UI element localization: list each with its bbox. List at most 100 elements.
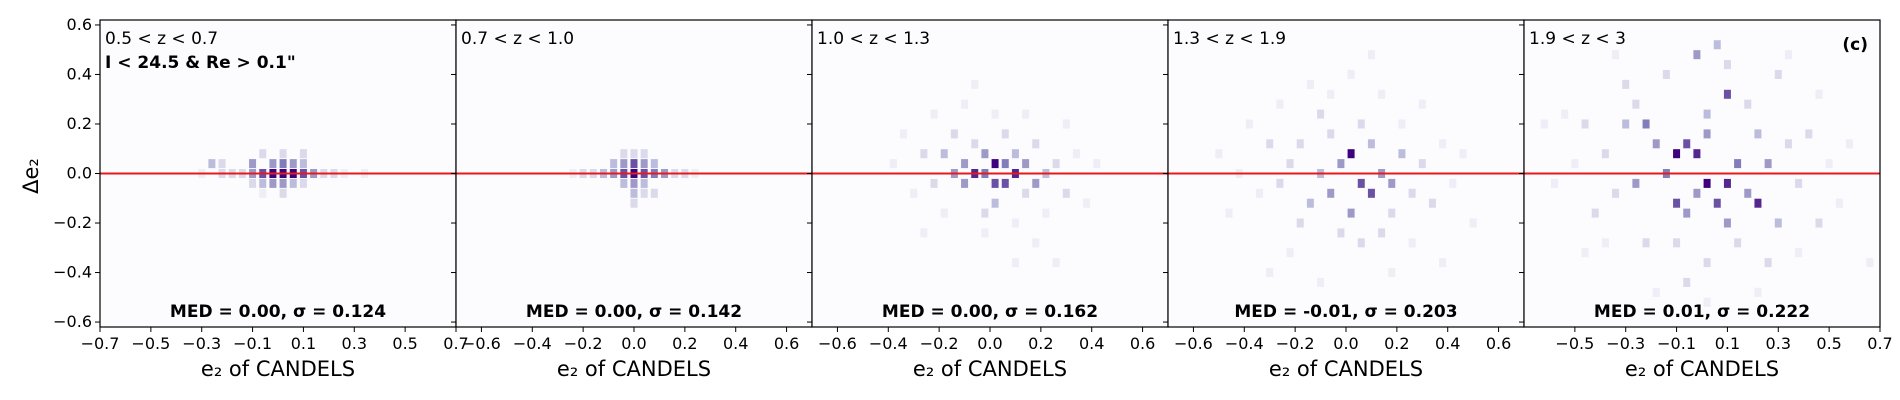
heatmap-cell <box>1266 268 1274 278</box>
heatmap-cell <box>620 159 628 169</box>
heatmap-cell <box>1225 208 1233 218</box>
y-tick-label: 0.4 <box>67 64 92 83</box>
panel-5: −0.5 −0.3 −0.1 0.1 0.3 0.5 0.7 1.9 < z < 3 (c) ME… <box>1519 19 1893 381</box>
heatmap-cell <box>1601 149 1609 159</box>
panel-1: −0.7 −0.5 −0.3 −0.1 0.1 0.3 0.5 0.7 −0.6 −0.4 −0.2… <box>53 15 469 381</box>
heatmap-cell <box>1703 129 1711 139</box>
heatmap-cell <box>930 109 938 119</box>
heatmap-cell <box>1367 139 1375 149</box>
heatmap-cell <box>1408 188 1416 198</box>
heatmap-cell <box>650 159 658 169</box>
x-tick-label: −0.3 <box>1606 334 1645 353</box>
heatmap-cell <box>910 188 918 198</box>
heatmap-cell <box>1551 178 1559 188</box>
heatmap-cell <box>1306 79 1314 89</box>
heatmap-cell <box>640 149 648 159</box>
y-axis-label: Δe₂ <box>19 158 43 194</box>
heatmap-cell <box>640 188 648 198</box>
heatmap-cell <box>1357 119 1365 129</box>
heatmap-cell <box>1276 99 1284 109</box>
heatmap-cell <box>1418 159 1426 169</box>
x-tick-label: 0.3 <box>1766 334 1791 353</box>
heatmap-cell <box>1378 228 1386 238</box>
heatmap-cell <box>1703 109 1711 119</box>
heatmap-cell <box>630 159 638 169</box>
heatmap-cell <box>991 178 999 188</box>
heatmap-cell <box>1683 139 1691 149</box>
heatmap-cell <box>1652 139 1660 149</box>
heatmap-cell <box>259 178 267 188</box>
heatmap-cell <box>1011 149 1019 159</box>
heatmap-cell <box>1713 198 1721 208</box>
x-tick-label: 0.0 <box>977 334 1002 353</box>
heatmap-cell <box>630 149 638 159</box>
heatmap-cell <box>1428 198 1436 208</box>
heatmap-cell <box>1805 129 1813 139</box>
x-tick-label: 0.6 <box>1486 334 1511 353</box>
heatmap-cell <box>299 159 307 169</box>
heatmap-cell <box>1398 119 1406 129</box>
x-tick-label: −0.1 <box>1657 334 1696 353</box>
heatmap-cell <box>1459 149 1467 159</box>
heatmap-cell <box>249 159 257 169</box>
heatmap-cell <box>1439 258 1447 268</box>
heatmap-cell <box>269 178 277 188</box>
heatmap-cell <box>1347 69 1355 79</box>
heatmap-cell <box>1439 139 1447 149</box>
heatmap-cell <box>1815 89 1823 99</box>
x-axis-label: e₂ of CANDELS <box>557 357 711 381</box>
heatmap-cell <box>1581 248 1589 258</box>
heatmap-cell <box>1795 178 1803 188</box>
heatmap-cell <box>1673 198 1681 208</box>
heatmap-cell <box>1022 109 1030 119</box>
heatmap-cell <box>1449 178 1457 188</box>
heatmap-cell <box>1032 178 1040 188</box>
heatmap-cell <box>1266 139 1274 149</box>
heatmap-cell <box>1327 89 1335 99</box>
heatmap-cell <box>1022 159 1030 169</box>
heatmap-cell <box>981 228 989 238</box>
heatmap-cell <box>1001 159 1009 169</box>
heatmap-cell <box>1001 178 1009 188</box>
redshift-bin-label: 1.3 < z < 1.9 <box>1173 29 1286 49</box>
heatmap-cell <box>1388 268 1396 278</box>
heatmap-cell <box>620 178 628 188</box>
heatmap-cell <box>1469 218 1477 228</box>
heatmap-cell <box>1754 198 1762 208</box>
x-tick-label: 0.6 <box>1130 334 1155 353</box>
heatmap-cell <box>1744 188 1752 198</box>
heatmap-cell <box>991 198 999 208</box>
heatmap-cell <box>1764 258 1772 268</box>
x-tick-label: 0.1 <box>1715 334 1740 353</box>
heatmap-cell <box>981 208 989 218</box>
heatmap-cell <box>1296 40 1304 50</box>
heatmap-cell <box>1540 119 1548 129</box>
heatmap-cell <box>1001 129 1009 139</box>
x-tick-label: 0.0 <box>1333 334 1358 353</box>
heatmap-cell <box>218 159 226 169</box>
heatmap-cell <box>1693 50 1701 60</box>
heatmap-cell <box>650 188 658 198</box>
heatmap-cell <box>299 178 307 188</box>
redshift-bin-label: 1.0 < z < 1.3 <box>817 29 930 49</box>
heatmap-cell <box>289 159 297 169</box>
heatmap-cell <box>1866 258 1874 268</box>
heatmap-cell <box>279 149 287 159</box>
selection-criteria-label: I < 24.5 & Re > 0.1" <box>105 53 296 73</box>
heatmap-cell <box>1632 99 1640 109</box>
heatmap-cell <box>1317 277 1325 287</box>
heatmap-cell <box>940 149 948 159</box>
heatmap-cell <box>1795 248 1803 258</box>
heatmap-cell <box>620 149 628 159</box>
y-tick-label: 0.2 <box>67 114 92 133</box>
heatmap-cell <box>1367 188 1375 198</box>
heatmap-cell <box>1327 129 1335 139</box>
heatmap-cell <box>1052 258 1060 268</box>
heatmap-cell <box>1642 238 1650 248</box>
heatmap-cell <box>961 178 969 188</box>
x-tick-label: −0.5 <box>131 334 170 353</box>
heatmap-cell <box>259 188 267 198</box>
heatmap-cell <box>950 129 958 139</box>
heatmap-cell <box>1459 79 1467 89</box>
heatmap-cell <box>1571 159 1579 169</box>
